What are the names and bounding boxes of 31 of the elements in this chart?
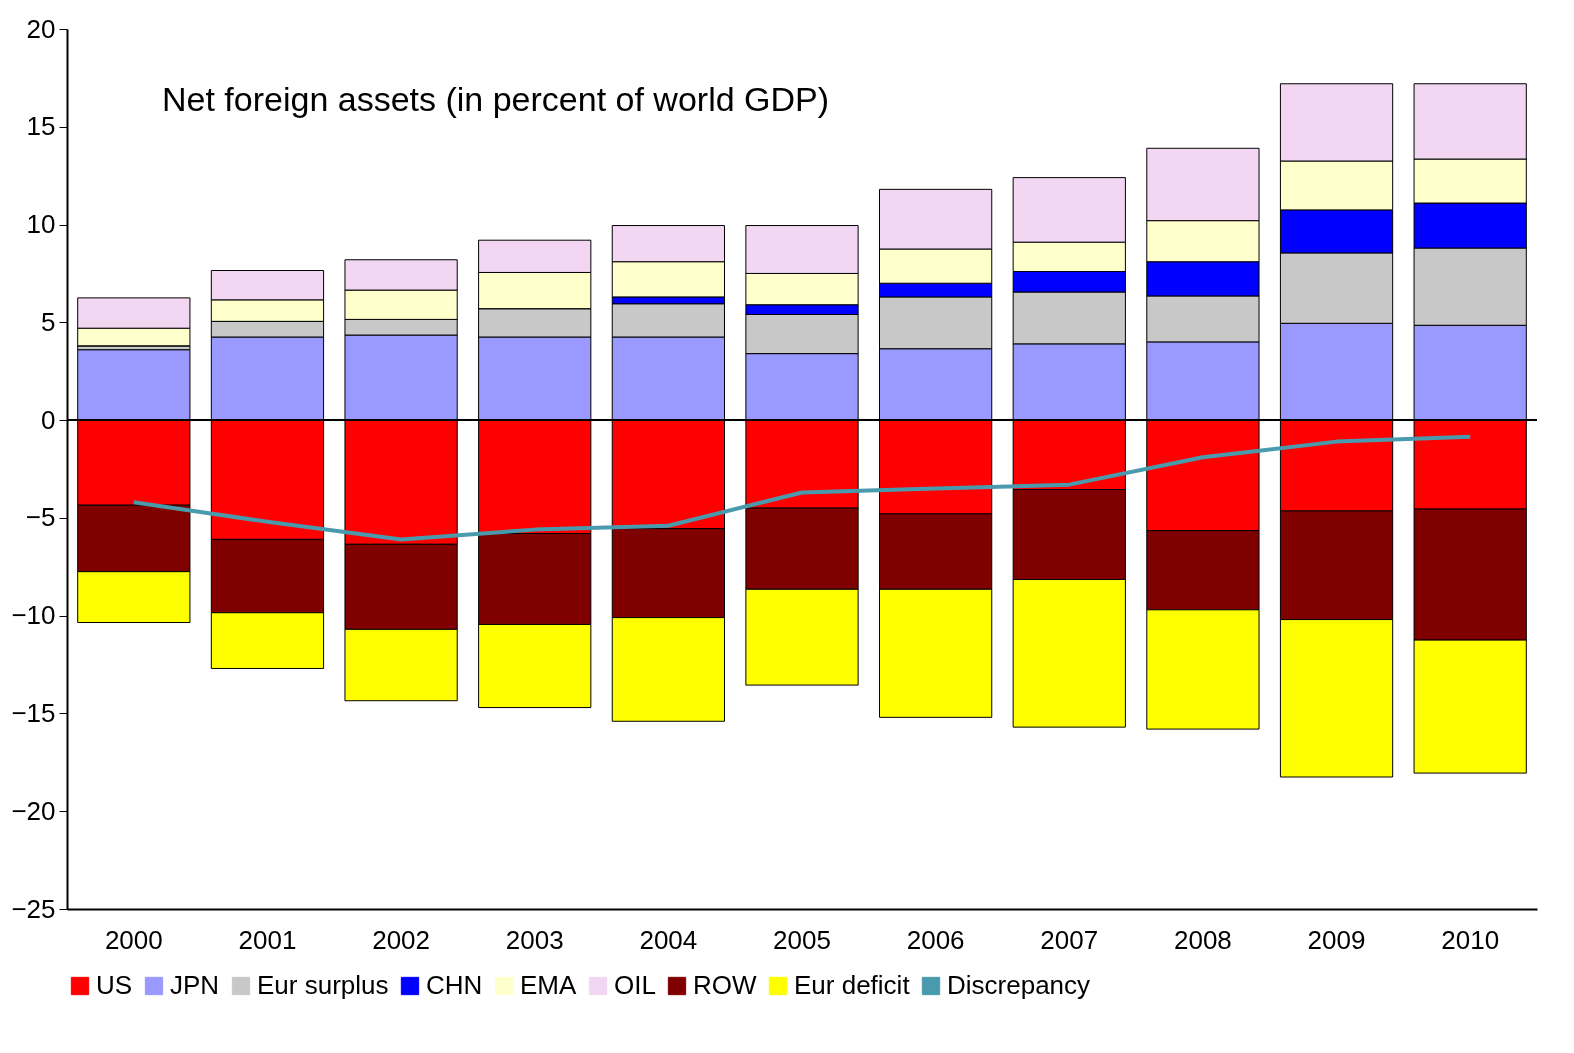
x-tick-label: 2008: [1173, 924, 1232, 955]
y-tick-label: 0: [41, 404, 56, 435]
y-tick-label: 15: [26, 111, 56, 142]
legend-label: US: [96, 970, 133, 1000]
x-tick-label: 2003: [505, 924, 564, 955]
x-tick-label: 2005: [773, 924, 831, 955]
y-tick-label: −25: [11, 893, 56, 924]
y-tick-label: −5: [25, 502, 56, 533]
y-tick-label: 5: [41, 306, 56, 337]
legend-label: Discrepancy: [947, 970, 1091, 1000]
x-tick-label: 2004: [639, 924, 698, 955]
legend-label: CHN: [426, 970, 483, 1000]
legend-label: Eur deficit: [794, 970, 911, 1000]
x-tick-label: 2001: [238, 924, 297, 955]
x-tick-label: 2006: [906, 924, 965, 955]
y-tick-label: 20: [26, 13, 56, 44]
x-tick-label: 2000: [104, 924, 163, 955]
text: Net foreign assets (in percent of world GDP): [162, 80, 830, 118]
legend-label: EMA: [520, 970, 577, 1000]
legend-label: JPN: [170, 970, 220, 1000]
y-tick-label: −10: [11, 600, 56, 631]
legend-label: Eur surplus: [257, 970, 389, 1000]
y-tick-label: 10: [26, 209, 56, 240]
y-tick-label: −15: [11, 697, 56, 728]
x-tick-label: 2007: [1040, 924, 1099, 955]
legend-label: OIL: [614, 970, 656, 1000]
y-tick-label: −20: [11, 795, 56, 826]
legend-label: ROW: [693, 970, 757, 1000]
x-tick-label: 2002: [372, 924, 431, 955]
x-tick-label: 2010: [1441, 924, 1500, 955]
x-tick-label: 2009: [1307, 924, 1366, 955]
